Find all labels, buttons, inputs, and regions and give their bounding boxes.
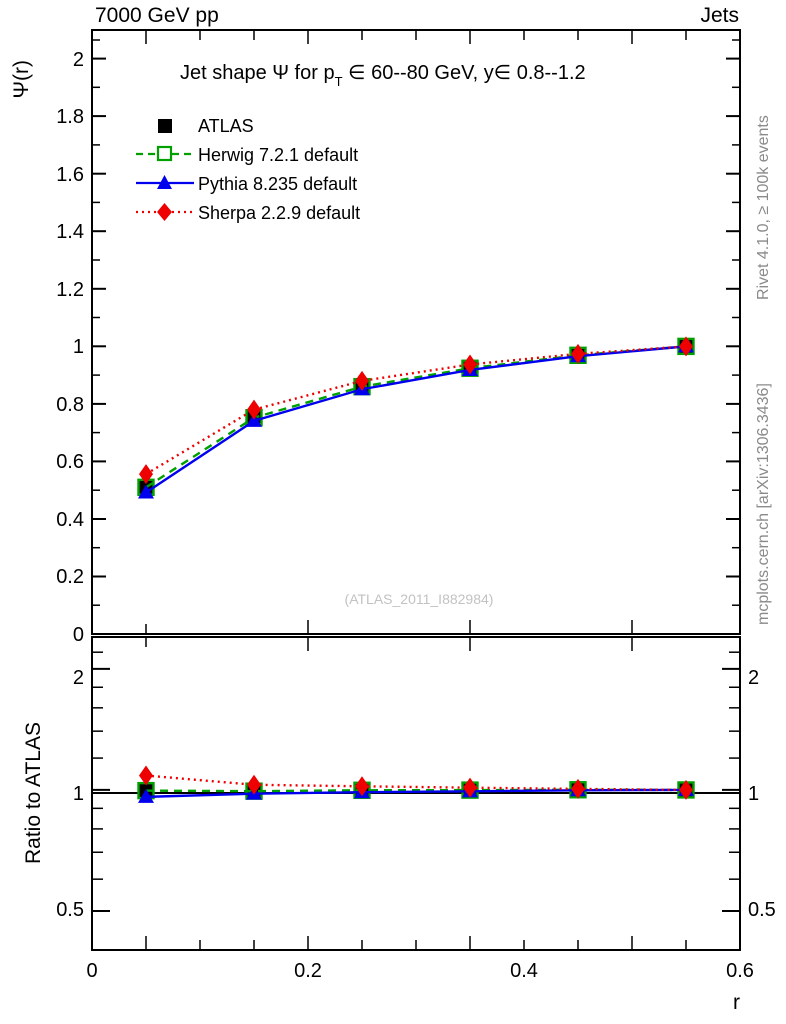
main-ytick-06: 0.6	[56, 451, 84, 473]
main-ytick-08: 0.8	[56, 394, 84, 416]
legend-label-pythia: Pythia 8.235 default	[198, 174, 357, 194]
legend-marker-herwig-square-open	[156, 145, 173, 162]
main-ytick-0: 0	[73, 624, 84, 646]
main-panel: Ψ(r)	[10, 29, 741, 646]
svg-text:Jet shape Ψ for pT ∈ 60--80 Ge: Jet shape Ψ for pT ∈ 60--80 GeV, y∈ 0.8-…	[180, 62, 586, 89]
data-marker-triangle-filled	[138, 484, 154, 499]
series-line	[145, 345, 687, 489]
header-left-beam: 7000 GeV pp	[95, 4, 219, 27]
main-y-tick-labels: 0 0.2 0.4 0.6 0.8 1 1.2 1.4 1.6 1.8 2	[56, 49, 84, 646]
ratio-y-tick-labels-left: 2 1 0.5	[56, 667, 84, 921]
series-sherpa	[139, 765, 693, 800]
data-marker-diamond-filled	[247, 774, 261, 795]
ratio-ytick-right-2: 2	[748, 667, 759, 689]
main-ytick-14: 1.4	[56, 221, 84, 243]
series-line	[145, 345, 687, 494]
series-atlas	[139, 339, 693, 494]
main-ytick-02: 0.2	[56, 566, 84, 588]
series-line	[145, 774, 687, 792]
legend-entry-sherpa[interactable]: Sherpa 2.2.9 default	[136, 203, 360, 223]
main-ytick-1: 1	[73, 336, 84, 358]
main-y-minor-ticks	[92, 39, 740, 606]
xtick-02: 0.2	[294, 960, 322, 982]
data-marker-diamond-filled	[355, 370, 369, 391]
data-marker-diamond-filled	[679, 779, 693, 800]
data-marker-diamond-filled	[679, 336, 693, 357]
main-ytick-18: 1.8	[56, 106, 84, 128]
ratio-tick-layer	[92, 636, 740, 951]
series-sherpa	[139, 336, 693, 485]
data-marker-diamond-filled	[247, 399, 261, 420]
header-right-category: Jets	[700, 4, 739, 27]
main-panel-title: Jet shape Ψ for pT ∈ 60--80 GeV, y∈ 0.8-…	[180, 62, 586, 89]
data-marker-diamond-filled	[139, 464, 153, 485]
ratio-y-axis-label: Ratio to ATLAS	[22, 722, 45, 864]
x-axis-label: r	[733, 991, 740, 1014]
data-marker-diamond-filled	[571, 343, 585, 364]
side-note-mcplots: mcplots.cern.ch [arXiv:1306.3436]	[755, 383, 772, 625]
main-panel-frame	[91, 29, 741, 635]
ratio-ytick-left-2: 2	[73, 667, 84, 689]
legend-entry-pythia[interactable]: Pythia 8.235 default	[136, 174, 357, 194]
legend-marker-sherpa-diamond-filled	[157, 203, 172, 221]
xtick-06: 0.6	[726, 960, 754, 982]
title-subscript-T: T	[335, 74, 343, 89]
ratio-ytick-left-05: 0.5	[56, 899, 84, 921]
legend-label-herwig: Herwig 7.2.1 default	[198, 145, 358, 165]
ratio-ytick-right-1: 1	[748, 783, 759, 805]
ratio-y-tick-labels-right: 2 1 0.5	[748, 667, 776, 921]
main-ytick-04: 0.4	[56, 509, 84, 531]
legend-label-sherpa: Sherpa 2.2.9 default	[198, 203, 360, 223]
data-marker-diamond-filled	[139, 765, 153, 786]
side-note-rivet: Rivet 4.1.0, ≥ 100k events	[755, 115, 772, 300]
series-pythia	[138, 338, 694, 499]
legend-entry-herwig[interactable]: Herwig 7.2.1 default	[136, 145, 358, 165]
x-tick-labels: 0 0.2 0.4 0.6	[86, 960, 753, 982]
main-ytick-16: 1.6	[56, 164, 84, 186]
ratio-x-ticks	[145, 637, 687, 950]
legend: ATLAS Herwig 7.2.1 default Pythia 8.235 …	[136, 116, 360, 223]
main-y-axis-label: Ψ(r)	[10, 60, 33, 99]
series-line	[145, 345, 687, 476]
xtick-0: 0	[86, 960, 97, 982]
title-part-b: ∈ 60--80 GeV, y∈ 0.8--1.2	[343, 62, 586, 84]
data-marker-triangle-filled	[246, 412, 262, 427]
main-x-ticks	[145, 30, 687, 634]
data-marker-diamond-filled	[355, 776, 369, 797]
ratio-ytick-right-05: 0.5	[748, 899, 776, 921]
main-y-ticks	[92, 57, 740, 635]
main-series-layer	[137, 336, 695, 499]
main-ytick-12: 1.2	[56, 279, 84, 301]
legend-entry-atlas[interactable]: ATLAS	[158, 116, 254, 136]
legend-marker-atlas-square-filled	[158, 119, 172, 133]
legend-marker-pythia-triangle-filled	[157, 175, 172, 189]
ratio-series-layer	[137, 765, 695, 803]
series-herwig	[137, 337, 695, 497]
title-part-a: Jet shape Ψ for p	[180, 62, 335, 84]
analysis-watermark: (ATLAS_2011_I882984)	[345, 591, 494, 607]
data-marker-diamond-filled	[463, 354, 477, 375]
ratio-ytick-left-1: 1	[73, 783, 84, 805]
legend-label-atlas: ATLAS	[198, 116, 254, 136]
ratio-panel: Ratio to ATLAS 2 1 0.5 2 1 0.5	[22, 636, 776, 951]
main-ytick-2: 2	[73, 49, 84, 71]
xtick-04: 0.4	[510, 960, 538, 982]
data-marker-diamond-filled	[463, 777, 477, 798]
data-marker-triangle-filled	[138, 788, 154, 803]
data-marker-diamond-filled	[571, 778, 585, 799]
